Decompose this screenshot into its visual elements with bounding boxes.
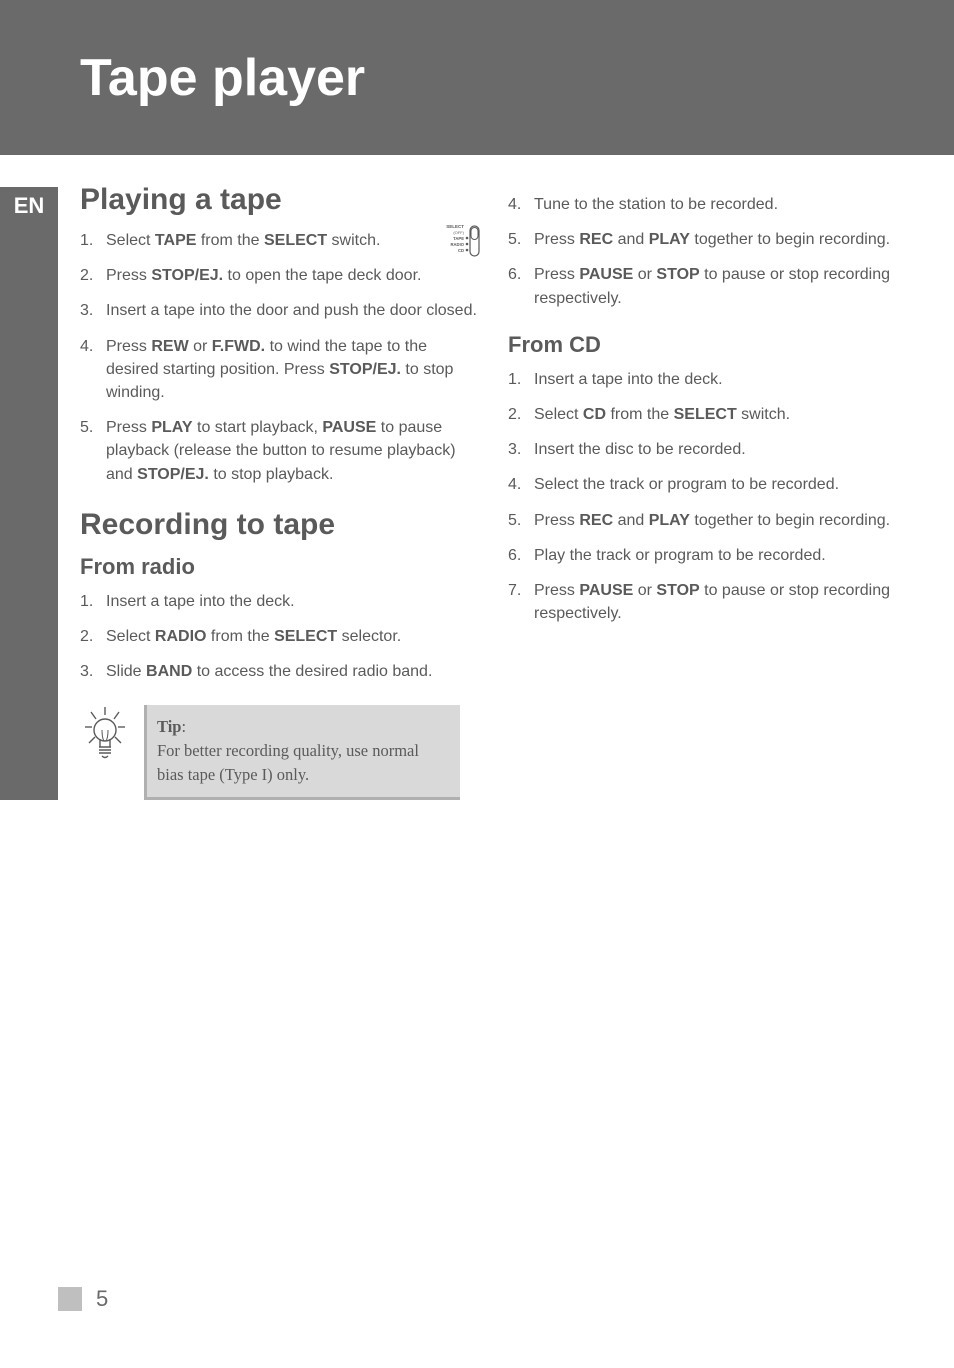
svg-text:CD: CD [458, 248, 464, 253]
list-item: Select RADIO from the SELECT selector. [80, 625, 478, 648]
column-right: Tune to the station to be recorded. Pres… [508, 183, 906, 800]
page-footer: 5 [58, 1286, 108, 1312]
list-item: Select the track or program to be record… [508, 473, 906, 496]
select-switch-icon: SELECT (OFF) TAPE RADIO CD [428, 221, 484, 268]
list-item: Play the track or program to be recorded… [508, 544, 906, 567]
list-item: Press STOP/EJ. to open the tape deck doo… [80, 264, 478, 287]
tip-box: Tip: For better recording quality, use n… [80, 705, 460, 800]
list-item: Insert the disc to be recorded. [508, 438, 906, 461]
list-item: Slide BAND to access the desired radio b… [80, 660, 478, 683]
svg-text:TAPE: TAPE [453, 236, 464, 241]
svg-text:(OFF): (OFF) [453, 230, 464, 235]
list-item: Press PAUSE or STOP to pause or stop rec… [508, 263, 906, 309]
tip-body: For better recording quality, use normal… [157, 741, 419, 784]
heading-recording: Recording to tape [80, 508, 478, 542]
heading-playing: Playing a tape [80, 183, 478, 217]
columns: Playing a tape Select TAPE from the SELE… [58, 183, 954, 800]
tip-text: Tip: For better recording quality, use n… [144, 705, 460, 800]
svg-text:RADIO: RADIO [451, 242, 465, 247]
list-item: Insert a tape into the deck. [80, 590, 478, 613]
list-item: Insert a tape into the door and push the… [80, 299, 478, 322]
page-number: 5 [96, 1286, 108, 1312]
list-item: Tune to the station to be recorded. [508, 193, 906, 216]
column-left: Playing a tape Select TAPE from the SELE… [80, 183, 478, 800]
playing-list: Select TAPE from the SELECT switch. SELE… [80, 229, 478, 486]
heading-from-cd: From CD [508, 332, 906, 358]
list-item: Press REW or F.FWD. to wind the tape to … [80, 335, 478, 405]
list-item: Select CD from the SELECT switch. [508, 403, 906, 426]
recording-cd-list: Insert a tape into the deck. Select CD f… [508, 368, 906, 626]
footer-marker-icon [58, 1287, 82, 1311]
page-title: Tape player [80, 48, 365, 108]
recording-radio-list: Insert a tape into the deck. Select RADI… [80, 590, 478, 684]
list-item: Insert a tape into the deck. [508, 368, 906, 391]
content-area: EN Playing a tape Select TAPE from the S… [0, 155, 954, 800]
list-item: Press REC and PLAY together to begin rec… [508, 228, 906, 251]
lightbulb-icon [80, 705, 130, 770]
heading-from-radio: From radio [80, 554, 478, 580]
switch-label: SELECT [446, 224, 464, 229]
list-item: Press PLAY to start playback, PAUSE to p… [80, 416, 478, 486]
language-badge: EN [0, 187, 58, 800]
tip-label: Tip [157, 717, 181, 736]
list-item: Select TAPE from the SELECT switch. SELE… [80, 229, 478, 252]
list-item: Press PAUSE or STOP to pause or stop rec… [508, 579, 906, 625]
header-bar: Tape player [0, 0, 954, 155]
list-item: Press REC and PLAY together to begin rec… [508, 509, 906, 532]
recording-radio-cont-list: Tune to the station to be recorded. Pres… [508, 193, 906, 310]
